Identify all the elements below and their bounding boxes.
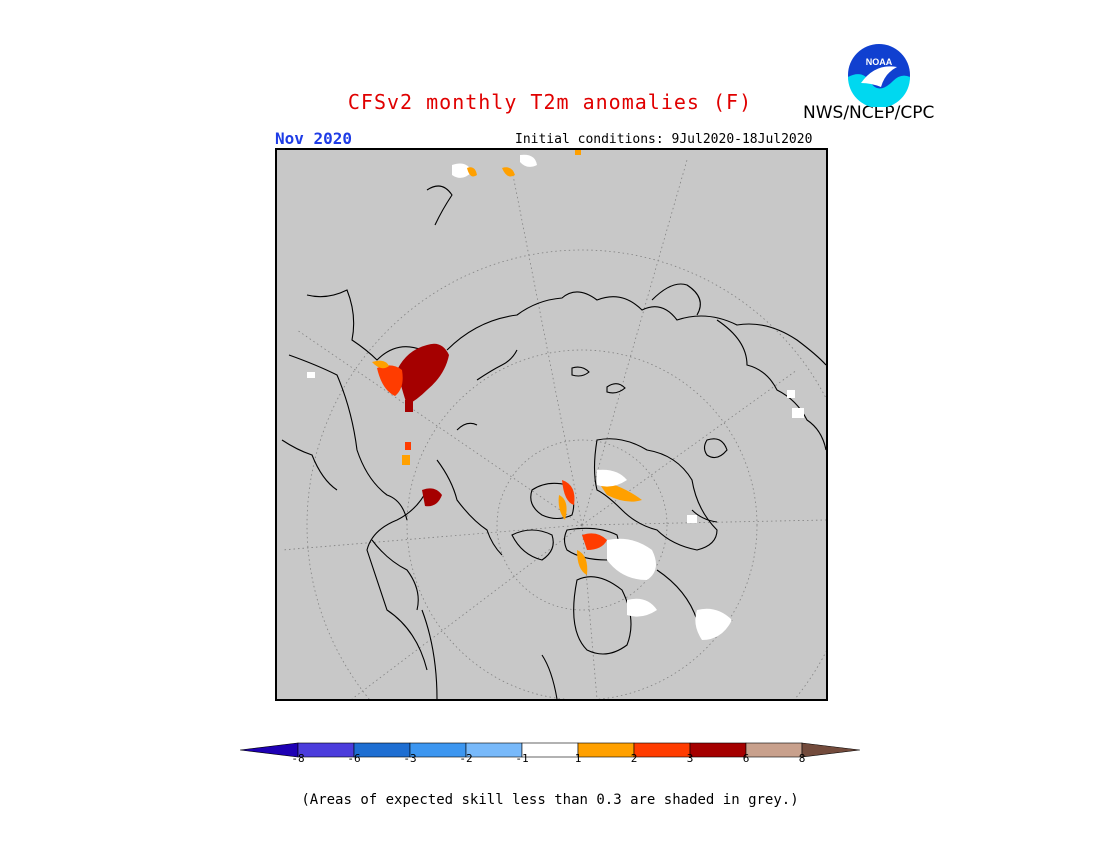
anomaly-neutral: [687, 515, 697, 523]
anomaly-neutral: [597, 469, 627, 487]
anomaly-plus-2-3: [405, 442, 411, 450]
anomaly-plus-3-6: [405, 400, 413, 412]
initial-conditions: Initial conditions: 9Jul2020-18Jul2020: [515, 132, 813, 147]
map-title: CFSv2 monthly T2m anomalies (F): [347, 90, 753, 114]
skill-footnote: (Areas of expected skill less than 0.3 a…: [301, 792, 799, 808]
anomaly-patches: [307, 150, 804, 640]
legend-tick-label: -2: [459, 752, 473, 765]
map-canvas: [281, 150, 826, 699]
anomaly-plus-3-6: [397, 343, 449, 405]
anomaly-plus-1-2: [502, 167, 515, 177]
anomaly-plus-1-2: [372, 360, 389, 369]
legend-cell: [577, 742, 635, 758]
anomaly-neutral: [452, 163, 472, 178]
polar-map: [275, 148, 828, 701]
graticule: [281, 159, 826, 699]
anomaly-neutral: [695, 608, 732, 640]
legend-tick-label: -8: [291, 752, 305, 765]
legend-cell: [353, 742, 411, 758]
legend-tick-label: 1: [574, 752, 582, 765]
agency-label: NWS/NCEP/CPC: [803, 103, 935, 123]
legend-tick-label: 8: [798, 752, 806, 765]
anomaly-plus-2-3: [377, 365, 403, 396]
anomaly-plus-2-3: [582, 533, 607, 550]
legend-cell: [689, 742, 747, 758]
legend-cell: [409, 742, 467, 758]
logo-text: NOAA: [866, 57, 893, 67]
legend-cell: [297, 742, 355, 758]
anomaly-neutral: [792, 408, 804, 418]
noaa-logo: NOAA: [848, 44, 910, 107]
anomaly-plus-1-2: [467, 167, 477, 177]
legend-cell: [633, 742, 691, 758]
legend-arrow-low: [240, 742, 299, 758]
legend-tick-label: -3: [403, 752, 417, 765]
legend-tick-label: 3: [686, 752, 694, 765]
forecast-month: Nov 2020: [275, 129, 353, 148]
legend-arrow-high: [801, 742, 860, 758]
anomaly-plus-3-6: [422, 488, 442, 507]
legend-tick-label: -1: [515, 752, 529, 765]
anomaly-neutral: [787, 390, 795, 398]
legend-tick-label: 2: [630, 752, 638, 765]
anomaly-plus-2-3: [562, 480, 575, 505]
anomaly-neutral: [307, 372, 315, 378]
legend-tick-label: 6: [742, 752, 750, 765]
coastlines: [281, 185, 826, 699]
legend-cell: [465, 742, 523, 758]
anomaly-neutral: [520, 154, 537, 167]
anomaly-plus-1-2: [402, 455, 410, 465]
legend-tick-label: -6: [347, 752, 361, 765]
anomaly-neutral: [627, 598, 657, 617]
legend-cell: [745, 742, 803, 758]
color-legend: [240, 742, 860, 758]
legend-cell: [521, 742, 579, 758]
anomaly-neutral: [607, 538, 656, 580]
anomaly-plus-1-2: [558, 495, 567, 520]
anomaly-plus-1-2: [575, 150, 581, 155]
anomaly-plus-1-2: [577, 550, 588, 575]
